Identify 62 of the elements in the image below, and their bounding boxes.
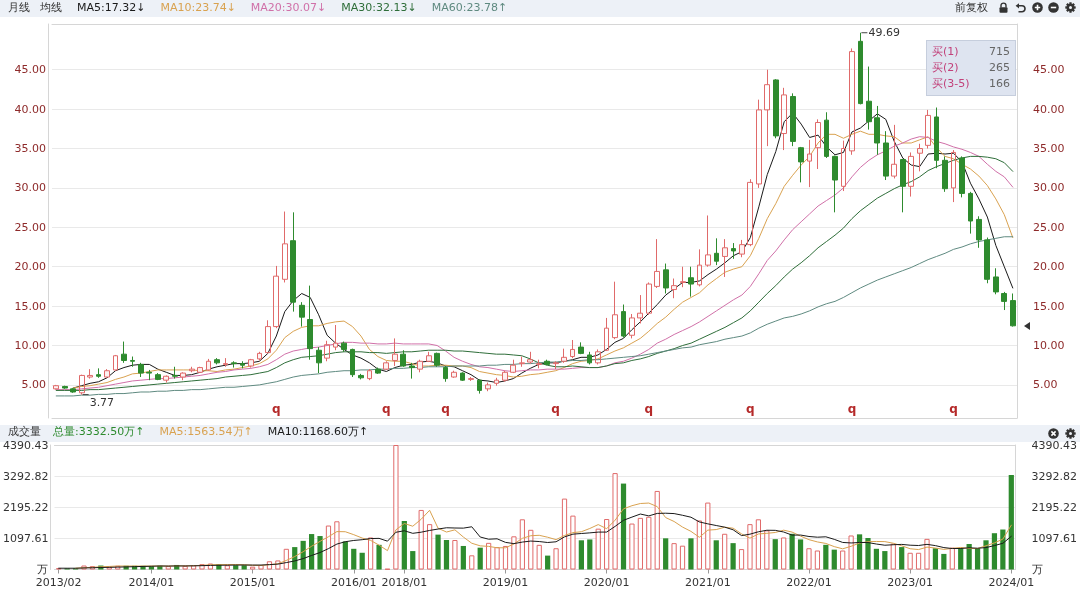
y2-tick-label: 4390.43 xyxy=(1031,438,1078,452)
annotation: q xyxy=(746,402,755,416)
y2-tick-label: 40.00 xyxy=(1033,102,1065,116)
x-tick-label: 2015/01 xyxy=(229,575,276,589)
x-tick-label: 2024/01 xyxy=(988,575,1035,589)
annotation: q xyxy=(272,402,281,416)
x-tick-label: 2013/02 xyxy=(35,575,82,589)
annotation: q xyxy=(847,402,857,416)
x-tick-label: 2016/01 xyxy=(330,575,377,589)
x-tick-label: 2021/01 xyxy=(684,575,731,589)
y2-tick-label: 35.00 xyxy=(1033,142,1065,155)
x-tick-label: 2023/01 xyxy=(887,575,933,589)
legend-title: 均线 xyxy=(39,1,62,14)
y-tick-label: 10.00 xyxy=(14,339,46,352)
chart-title: 成交量 xyxy=(8,425,41,438)
x-tick-label: 2019/01 xyxy=(482,575,529,589)
y-tick-label: 35.00 xyxy=(14,142,46,155)
chart-title: 月线 xyxy=(8,1,30,14)
y2-tick-label: 3292.82 xyxy=(1031,469,1078,483)
y-tick-label: 3292.82 xyxy=(2,469,49,483)
x-tick-label: 2014/01 xyxy=(128,575,175,589)
x-tick-label: 2020/01 xyxy=(583,575,630,589)
text: MA60:23.78↑ xyxy=(431,1,508,14)
y-tick-label: 25.00 xyxy=(14,220,46,234)
annotation: q xyxy=(382,402,391,416)
y2-tick-label: 20.00 xyxy=(1033,260,1065,274)
y-tick-label: 万 xyxy=(37,563,49,576)
x-tick-label: 2022/01 xyxy=(786,575,832,589)
y-tick-label: 15.00 xyxy=(14,299,46,313)
annotation: q xyxy=(551,402,560,416)
y2-tick-label: 2195.22 xyxy=(1031,500,1078,514)
y-tick-label: 30.00 xyxy=(14,181,46,195)
y2-tick-label: 10.00 xyxy=(1033,339,1065,352)
y2-tick-label: 30.00 xyxy=(1033,181,1065,195)
y-tick-label: 1097.61 xyxy=(2,531,49,545)
text: 总量:3332.50万↑ xyxy=(52,425,145,438)
y-tick-label: 4390.43 xyxy=(2,438,49,452)
y2-tick-label: 15.00 xyxy=(1033,299,1065,313)
text: MA20:30.07↓ xyxy=(250,1,327,14)
text: MA5:1563.54万↑ xyxy=(159,425,253,438)
annotation: 49.69 xyxy=(868,26,900,40)
annotation: q xyxy=(949,402,958,416)
y-tick-label: 5.00 xyxy=(21,378,46,392)
annotation: 3.77 xyxy=(89,395,115,409)
chart-subtitle: 前复权 xyxy=(955,1,988,14)
annotation: q xyxy=(441,402,450,416)
y-tick-label: 20.00 xyxy=(14,260,46,274)
info-box: 买(1) 715 买(2) 265 买(3-5) 166 xyxy=(926,40,1016,96)
y-tick-label: 40.00 xyxy=(14,102,46,116)
text: MA30:32.13↓ xyxy=(341,1,417,14)
text: MA10:1168.60万↑ xyxy=(267,425,369,438)
y-tick-label: 45.00 xyxy=(14,63,46,77)
annotation: q xyxy=(644,402,654,416)
y-tick-label: 2195.22 xyxy=(2,500,49,514)
text: MA10:23.74↓ xyxy=(160,1,236,14)
y2-tick-label: 万 xyxy=(1031,563,1043,576)
y2-tick-label: 45.00 xyxy=(1033,63,1065,77)
y2-tick-label: 1097.61 xyxy=(1031,531,1078,545)
y2-tick-label: 5.00 xyxy=(1033,378,1058,392)
x-tick-label: 2018/01 xyxy=(381,575,428,589)
y2-tick-label: 25.00 xyxy=(1033,220,1065,234)
text: MA5:17.32↓ xyxy=(77,1,146,14)
